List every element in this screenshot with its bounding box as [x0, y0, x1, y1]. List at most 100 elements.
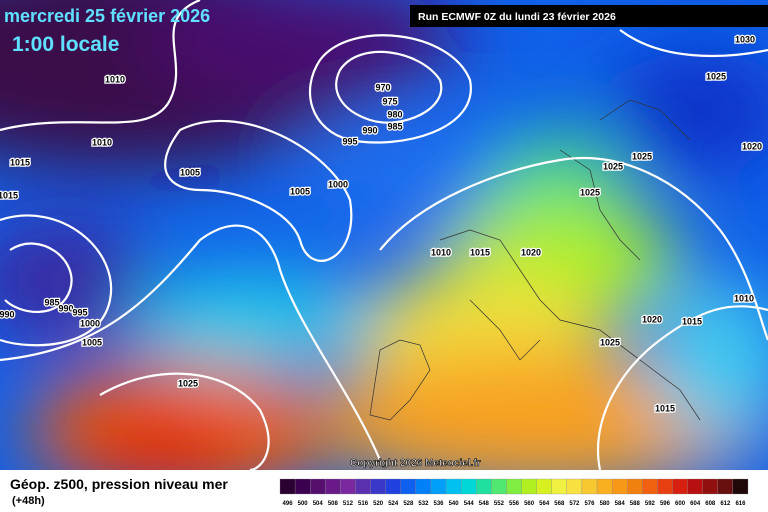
isobar-label: 995 [342, 136, 357, 146]
scale-swatch [596, 478, 613, 495]
scale-label: 564 [539, 501, 550, 507]
isobar-label: 1025 [178, 378, 198, 388]
isobar-label: 1010 [734, 293, 754, 303]
scale-label: 608 [705, 501, 716, 507]
isobar-label: 970 [375, 82, 390, 92]
isobar-label: 1020 [521, 247, 541, 257]
scale-swatch [536, 478, 552, 495]
scale-swatch [566, 478, 583, 495]
scale-label: 588 [630, 501, 641, 507]
scale-label: 576 [584, 501, 595, 507]
scale-swatch [385, 478, 401, 495]
isobar-label: 1025 [603, 161, 623, 171]
isobar-label: 985 [387, 121, 402, 131]
isobar-label: 990 [0, 309, 15, 319]
isobar-label: 1005 [82, 337, 102, 347]
scale-swatch [445, 478, 462, 495]
scale-swatch [355, 478, 371, 495]
copyright: Copyright 2026 Meteociel.fr [350, 458, 481, 469]
scale-label: 524 [388, 501, 399, 507]
scale-swatch [627, 478, 643, 495]
date-label: mercredi 25 février 2026 [4, 6, 210, 26]
scale-swatch [642, 478, 658, 495]
scale-swatch [400, 478, 417, 495]
scale-label: 568 [554, 501, 565, 507]
scale-label: 540 [449, 501, 460, 507]
isobar-label: 1015 [0, 190, 18, 200]
isobar-label: 1010 [431, 247, 451, 257]
isobar-label: 1025 [600, 337, 620, 347]
isobar-label: 1010 [92, 137, 112, 147]
isobar-label: 1005 [290, 186, 310, 196]
map: Run ECMWF 0Z du lundi 23 février 2026 me… [0, 0, 768, 470]
scale-label: 500 [298, 501, 309, 507]
scale-swatch [370, 478, 386, 495]
scale-swatch [521, 478, 537, 495]
scale-label: 612 [720, 501, 731, 507]
isobar-label: 1000 [80, 318, 100, 328]
scale-label: 584 [615, 501, 626, 507]
scale-swatch [415, 478, 432, 495]
scale-label: 544 [464, 501, 475, 507]
scale-swatch [279, 478, 296, 495]
scale-swatch [581, 478, 598, 495]
isobar-label: 1005 [180, 167, 200, 177]
isobar-label: 1015 [655, 403, 675, 413]
isobar-label: 1000 [328, 179, 348, 189]
scale-label: 580 [600, 501, 611, 507]
isobar-label: 1015 [682, 316, 702, 326]
scale-swatch [476, 478, 492, 495]
scale-swatch [551, 478, 567, 495]
scale-swatch [294, 478, 311, 495]
isobar-label: 1015 [470, 247, 490, 257]
scale-label: 552 [494, 501, 505, 507]
lead-time: (+48h) [12, 495, 45, 507]
isobar-label: 1015 [10, 157, 30, 167]
scale-label: 496 [283, 501, 294, 507]
scale-swatch [340, 478, 356, 495]
scale-swatch [491, 478, 507, 495]
isobar-label: 995 [72, 307, 87, 317]
scale-swatch [611, 478, 628, 495]
isobar-label: 975 [382, 96, 397, 106]
scale-label: 572 [569, 501, 580, 507]
footer-title: Géop. z500, pression niveau mer [10, 476, 228, 492]
isobar-label: 1025 [580, 187, 600, 197]
scale-label: 604 [690, 501, 701, 507]
scale-swatch [461, 478, 477, 495]
scale-label: 508 [328, 501, 339, 507]
scale-label: 556 [509, 501, 520, 507]
scale-label: 516 [358, 501, 369, 507]
isobar-label: 1030 [735, 34, 755, 44]
scale-swatch [672, 478, 688, 495]
scale-swatch [310, 478, 326, 495]
isobar-label: 990 [362, 125, 377, 135]
scale-label: 504 [313, 501, 324, 507]
scale-swatch [325, 478, 341, 495]
isobar-label: 1020 [742, 141, 762, 151]
scale-swatch [732, 478, 749, 495]
scale-label: 532 [418, 501, 429, 507]
scale-label: 548 [479, 501, 490, 507]
scale-label: 560 [524, 501, 535, 507]
scale-swatch [717, 478, 734, 495]
isobar-label: 980 [387, 109, 402, 119]
scale-label: 536 [434, 501, 445, 507]
scale-label: 600 [675, 501, 686, 507]
isobar-label: 1020 [642, 314, 662, 324]
scale-label: 596 [660, 501, 671, 507]
isobar-label: 1025 [632, 151, 652, 161]
run-label: Run ECMWF 0Z du lundi 23 février 2026 [418, 11, 616, 23]
isobar-label: 985 [44, 297, 59, 307]
isobar-label: 1010 [105, 74, 125, 84]
scale-swatch [506, 478, 522, 495]
scale-label: 616 [735, 501, 746, 507]
isobar-label: 1025 [706, 71, 726, 81]
time-label: 1:00 locale [12, 33, 119, 56]
scale-label: 528 [403, 501, 414, 507]
scale-swatch [657, 478, 673, 495]
color-scale: 496 500 504 508 512 516 520 524 528 532 536 540 544 5… [279, 478, 749, 507]
scale-label: 592 [645, 501, 656, 507]
